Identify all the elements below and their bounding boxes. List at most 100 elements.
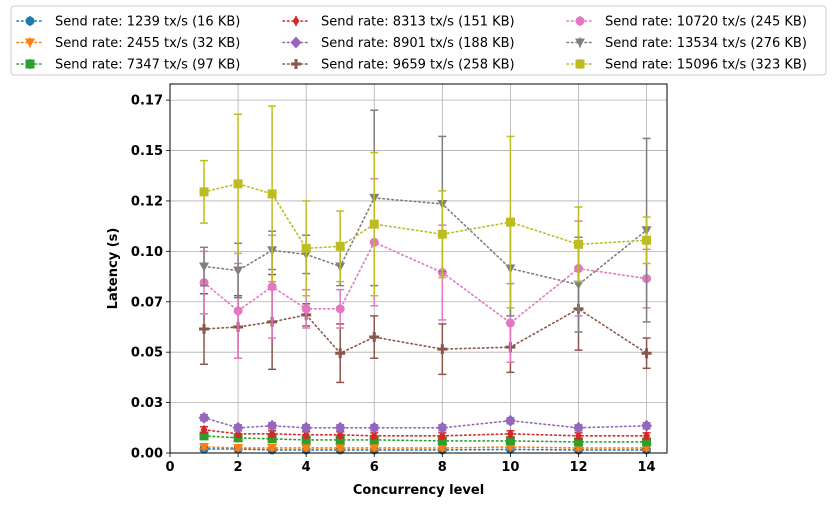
y-tick-label: 0.15 bbox=[131, 144, 163, 159]
data-point bbox=[335, 443, 346, 453]
legend-label: Send rate: 8901 tx/s (188 KB) bbox=[321, 36, 515, 51]
x-tick-label: 12 bbox=[569, 460, 587, 475]
data-point bbox=[369, 332, 380, 343]
legend-marker bbox=[575, 16, 585, 26]
legend-label: Send rate: 10720 tx/s (245 KB) bbox=[605, 15, 807, 30]
series-line bbox=[203, 241, 648, 324]
data-point bbox=[301, 443, 312, 453]
y-axis-label: Latency (s) bbox=[106, 228, 121, 310]
ticks: 0 2 4 6 8 10 12 14 0.00 0.03 0.05 0.07 0.10 0.12 0.15 0… bbox=[131, 94, 656, 475]
data-point bbox=[572, 421, 584, 434]
data-point bbox=[268, 428, 276, 439]
series-layer bbox=[198, 105, 653, 455]
x-tick-label: 6 bbox=[370, 460, 379, 475]
series-line bbox=[203, 448, 648, 451]
legend-item-5: Send rate: 8901 tx/s (188 KB) bbox=[282, 36, 515, 51]
series-4 bbox=[200, 424, 651, 441]
series-2 bbox=[199, 442, 652, 453]
data-point bbox=[504, 414, 516, 427]
data-point bbox=[335, 304, 345, 314]
data-point bbox=[574, 430, 582, 441]
series-5 bbox=[198, 411, 653, 434]
data-point bbox=[267, 443, 278, 453]
data-point bbox=[573, 280, 584, 290]
data-point bbox=[642, 437, 652, 447]
legend-label: Send rate: 1239 tx/s (16 KB) bbox=[55, 15, 240, 30]
data-point bbox=[370, 430, 378, 441]
data-point bbox=[233, 443, 244, 453]
legend-item-8: Send rate: 13534 tx/s (276 KB) bbox=[566, 36, 807, 51]
data-point bbox=[335, 435, 345, 445]
data-point bbox=[302, 429, 310, 440]
data-point bbox=[436, 421, 448, 434]
series-line bbox=[203, 182, 648, 250]
data-point bbox=[437, 229, 447, 239]
data-point bbox=[200, 424, 208, 435]
series-9 bbox=[199, 105, 652, 309]
legend-item-9: Send rate: 15096 tx/s (323 KB) bbox=[566, 58, 807, 73]
y-tick-label: 0.17 bbox=[131, 94, 163, 109]
legend-item-3: Send rate: 7347 tx/s (97 KB) bbox=[16, 58, 240, 73]
data-point bbox=[437, 344, 448, 355]
x-tick-label: 2 bbox=[234, 460, 243, 475]
data-point bbox=[641, 419, 653, 432]
data-point bbox=[641, 348, 652, 359]
legend-label: Send rate: 9659 tx/s (258 KB) bbox=[321, 58, 515, 73]
legend-item-4: Send rate: 8313 tx/s (151 KB) bbox=[282, 15, 515, 30]
data-point bbox=[233, 266, 244, 276]
legend-marker bbox=[290, 36, 302, 49]
x-tick-label: 10 bbox=[501, 460, 519, 475]
data-point bbox=[301, 435, 311, 445]
data-point bbox=[267, 189, 277, 199]
x-tick-label: 8 bbox=[438, 460, 447, 475]
data-point bbox=[642, 235, 652, 245]
x-tick-label: 4 bbox=[302, 460, 311, 475]
data-point bbox=[573, 437, 583, 447]
data-point bbox=[301, 304, 311, 314]
legend-label: Send rate: 15096 tx/s (323 KB) bbox=[605, 58, 807, 73]
data-point bbox=[336, 429, 344, 440]
data-point bbox=[300, 421, 312, 434]
data-point bbox=[369, 443, 380, 453]
series-line bbox=[203, 429, 648, 437]
y-tick-label: 0.12 bbox=[131, 194, 163, 209]
legend-marker bbox=[25, 38, 35, 48]
legend-item-7: Send rate: 10720 tx/s (245 KB) bbox=[566, 15, 807, 30]
y-tick-label: 0.03 bbox=[131, 396, 163, 411]
legend: Send rate: 1239 tx/s (16 KB) Send rate: 2… bbox=[10, 5, 827, 76]
data-point bbox=[437, 436, 447, 446]
legend-marker bbox=[291, 59, 301, 69]
y-tick-label: 0.07 bbox=[131, 295, 163, 310]
legend-item-1: Send rate: 1239 tx/s (16 KB) bbox=[16, 15, 240, 30]
legend-marker bbox=[25, 59, 35, 69]
series-line bbox=[203, 435, 648, 443]
data-point bbox=[505, 318, 515, 328]
legend-label: Send rate: 2455 tx/s (32 KB) bbox=[55, 36, 240, 51]
data-point bbox=[505, 217, 515, 227]
data-point bbox=[267, 434, 277, 444]
data-point bbox=[506, 428, 514, 439]
legend-label: Send rate: 13534 tx/s (276 KB) bbox=[605, 36, 807, 51]
data-point bbox=[335, 348, 346, 359]
series-6 bbox=[199, 266, 652, 384]
grid bbox=[169, 84, 667, 454]
data-point bbox=[199, 442, 210, 452]
legend-label: Send rate: 8313 tx/s (151 KB) bbox=[321, 15, 515, 30]
data-point bbox=[266, 419, 278, 432]
data-point bbox=[199, 262, 210, 272]
data-point bbox=[643, 430, 651, 441]
legend-marker bbox=[292, 16, 300, 26]
data-point bbox=[573, 239, 583, 249]
series-line bbox=[203, 446, 648, 449]
data-point bbox=[233, 306, 243, 316]
legend-marker bbox=[25, 16, 35, 26]
legend-box bbox=[10, 5, 827, 76]
x-tick-label: 0 bbox=[165, 460, 174, 475]
data-point bbox=[335, 241, 345, 251]
y-tick-label: 0.10 bbox=[131, 245, 163, 260]
x-axis-label: Concurrency level bbox=[353, 483, 484, 498]
data-point bbox=[437, 443, 448, 453]
series-line bbox=[203, 416, 648, 429]
plot-frame bbox=[169, 83, 668, 454]
legend-marker bbox=[575, 59, 585, 69]
